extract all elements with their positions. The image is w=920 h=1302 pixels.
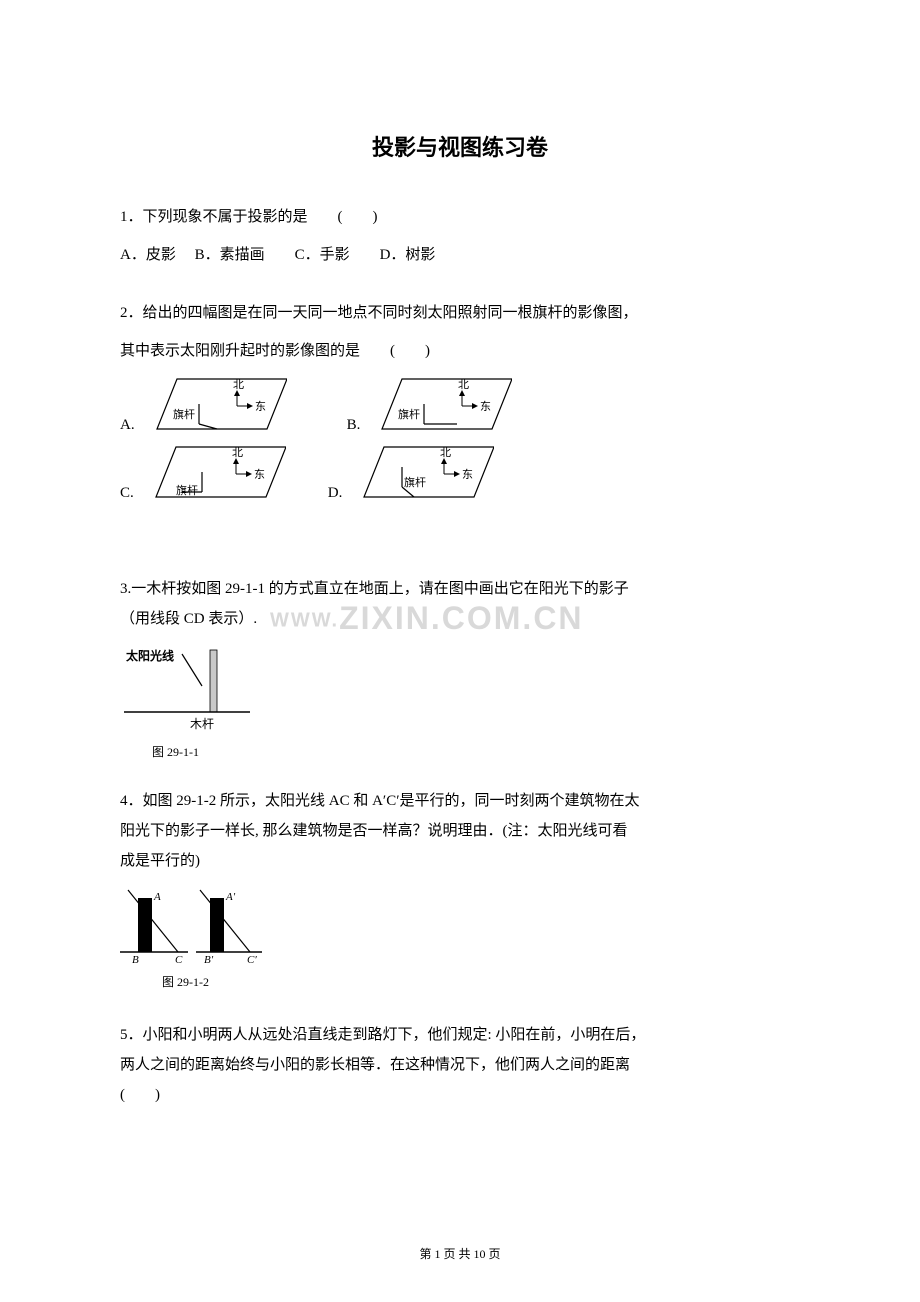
q5-line1: 5．小阳和小明两人从远处沿直线走到路灯下，他们规定: 小阳在前，小明在后， — [120, 1020, 800, 1050]
page-footer: 第 1 页 共 10 页 — [0, 1245, 920, 1262]
svg-text:A: A — [153, 891, 161, 903]
q2-c-label: C. — [120, 485, 134, 502]
svg-text:旗杆: 旗杆 — [173, 407, 195, 421]
q2-line1: 2．给出的四幅图是在同一天同一地点不同时刻太阳照射同一根旗杆的影像图， — [120, 298, 800, 328]
question-1: 1．下列现象不属于投影的是 ( ) A．皮影 B．素描画 C．手影 D．树影 — [120, 202, 800, 270]
q4-caption: 图 29-1-2 — [162, 973, 800, 990]
svg-text:C: C — [175, 954, 183, 966]
q1-text: 1．下列现象不属于投影的是 ( ) — [120, 202, 800, 232]
svg-text:北: 北 — [458, 378, 469, 391]
svg-text:东: 东 — [254, 468, 265, 481]
svg-text:旗杆: 旗杆 — [176, 483, 198, 497]
q4-line1: 4．如图 29-1-2 所示，太阳光线 AC 和 A′C′是平行的，同一时刻两个… — [120, 786, 800, 816]
q2-option-c: C. 北 东 旗杆 — [120, 442, 286, 502]
parallelogram-d-icon: 北 东 旗杆 — [344, 442, 494, 502]
svg-text:C′: C′ — [247, 954, 257, 966]
q2-line2: 其中表示太阳刚升起时的影像图的是 ( ) — [120, 336, 800, 366]
question-2: 2．给出的四幅图是在同一天同一地点不同时刻太阳照射同一根旗杆的影像图， 其中表示… — [120, 298, 800, 502]
parallelogram-a-icon: 北 东 旗杆 — [137, 374, 287, 434]
svg-text:旗杆: 旗杆 — [404, 475, 426, 489]
page-title: 投影与视图练习卷 — [120, 130, 800, 162]
svg-text:北: 北 — [233, 378, 244, 391]
q4-diagram-icon: A B C A′ B′ C′ — [120, 886, 300, 966]
q3-line1: 3.一木杆按如图 29-1-1 的方式直立在地面上，请在图中画出它在阳光下的影子 — [120, 574, 800, 604]
parallelogram-b-icon: 北 东 旗杆 — [362, 374, 512, 434]
svg-text:东: 东 — [255, 400, 266, 413]
q5-line3: ( ) — [120, 1080, 800, 1110]
svg-text:A′: A′ — [225, 891, 236, 903]
question-4: 4．如图 29-1-2 所示，太阳光线 AC 和 A′C′是平行的，同一时刻两个… — [120, 786, 800, 990]
q4-line3: 成是平行的) — [120, 846, 800, 876]
q3-line2: （用线段 CD 表示）. WWW.WWW.ZIXIN.COM.CNZIXIN.C… — [120, 604, 800, 634]
q2-d-label: D. — [328, 485, 343, 502]
q2-option-d: D. 北 东 旗杆 — [328, 442, 495, 502]
svg-text:北: 北 — [232, 446, 243, 459]
q4-figure: A B C A′ B′ C′ 图 29-1-2 — [120, 886, 800, 990]
q2-option-a: A. 北 东 旗杆 — [120, 374, 287, 434]
svg-text:B′: B′ — [204, 954, 214, 966]
svg-text:旗杆: 旗杆 — [398, 407, 420, 421]
q2-b-label: B. — [347, 417, 361, 434]
question-5: 5．小阳和小明两人从远处沿直线走到路灯下，他们规定: 小阳在前，小明在后， 两人… — [120, 1020, 800, 1110]
svg-text:北: 北 — [440, 446, 451, 459]
q5-line2: 两人之间的距离始终与小阳的影长相等．在这种情况下，他们两人之间的距离 — [120, 1050, 800, 1080]
q4-line2: 阳光下的影子一样长, 那么建筑物是否一样高？说明理由．(注：太阳光线可看 — [120, 816, 800, 846]
q3-caption: 图 29-1-1 — [152, 743, 800, 760]
svg-text:木杆: 木杆 — [190, 717, 214, 731]
svg-text:东: 东 — [462, 468, 473, 481]
svg-text:东: 东 — [480, 400, 491, 413]
svg-text:B: B — [132, 954, 139, 966]
q2-row-1: A. 北 东 旗杆 B. 北 — [120, 374, 800, 434]
q1-options: A．皮影 B．素描画 C．手影 D．树影 — [120, 240, 800, 270]
q2-a-label: A. — [120, 417, 135, 434]
q3-diagram-icon: 太阳光线 木杆 — [120, 646, 260, 736]
q3-figure: 太阳光线 木杆 图 29-1-1 — [120, 646, 800, 760]
q2-row-2: C. 北 东 旗杆 D. 北 — [120, 442, 800, 502]
svg-text:太阳光线: 太阳光线 — [126, 648, 174, 663]
question-3: 3.一木杆按如图 29-1-1 的方式直立在地面上，请在图中画出它在阳光下的影子… — [120, 574, 800, 760]
parallelogram-c-icon: 北 东 旗杆 — [136, 442, 286, 502]
q2-option-b: B. 北 东 旗杆 — [347, 374, 513, 434]
